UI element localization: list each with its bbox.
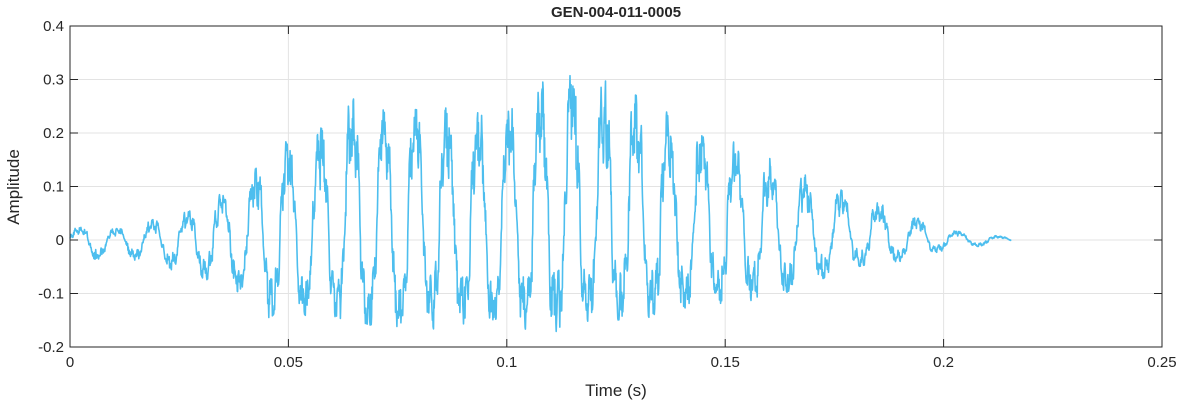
x-tick-labels: 0 0.05 0.1 0.15 0.2 0.25	[66, 354, 1177, 371]
x-tick-label: 0.1	[496, 354, 517, 371]
y-tick-label: 0.1	[43, 179, 64, 196]
signal-layer	[69, 74, 1012, 333]
tick-marks	[69, 25, 1163, 348]
y-tick-label: -0.1	[38, 286, 64, 303]
signal-line	[69, 74, 1012, 333]
y-tick-label: 0.3	[43, 72, 64, 89]
x-tick-label: 0.25	[1147, 354, 1176, 371]
y-tick-label: 0.4	[43, 18, 64, 35]
y-axis-label: Amplitude	[4, 149, 23, 225]
x-tick-label: 0.2	[933, 354, 954, 371]
y-tick-label: 0	[56, 232, 64, 249]
y-tick-labels: -0.2 -0.1 0 0.1 0.2 0.3 0.4	[38, 18, 64, 356]
x-tick-label: 0.05	[274, 354, 303, 371]
y-tick-label: -0.2	[38, 339, 64, 356]
x-tick-label: 0	[66, 354, 74, 371]
x-tick-label: 0.15	[711, 354, 740, 371]
chart-title: GEN-004-011-0005	[551, 4, 681, 21]
y-tick-label: 0.2	[43, 125, 64, 142]
x-axis-label: Time (s)	[585, 381, 647, 400]
